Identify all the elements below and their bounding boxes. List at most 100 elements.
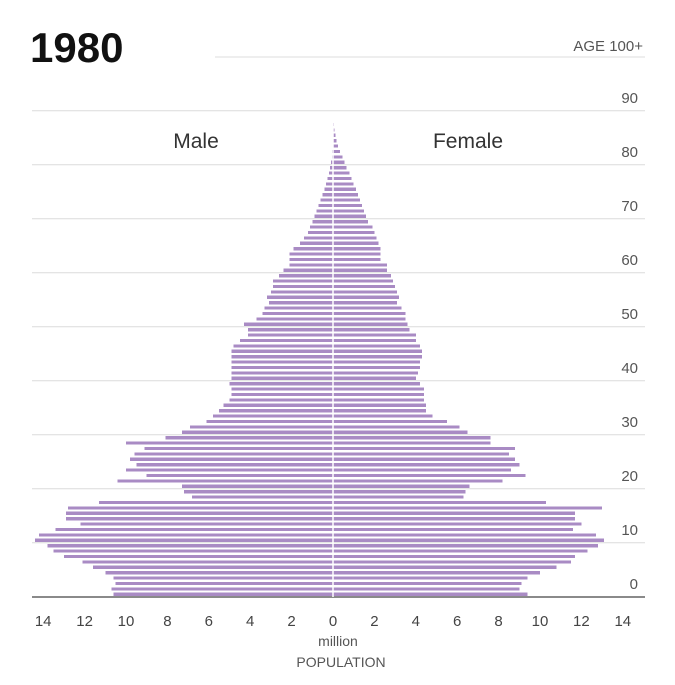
female-bar (333, 560, 572, 564)
female-bar (333, 284, 396, 289)
male-bar (229, 382, 333, 386)
male-bar (47, 544, 334, 548)
male-bar (80, 522, 334, 526)
female-bar (333, 176, 352, 181)
male-bar (270, 290, 333, 294)
female-bar (333, 155, 343, 159)
age-tick-label: 90 (621, 90, 638, 107)
male-bar (181, 484, 333, 488)
female-bar (333, 338, 416, 343)
male-bar (190, 425, 333, 429)
female-bar (333, 517, 576, 521)
age-tick-label: 0 (630, 576, 638, 593)
age-tick-label: 50 (621, 306, 638, 323)
female-bar (333, 398, 425, 402)
male-bar (272, 279, 333, 283)
male-bar (327, 176, 333, 181)
female-bar (333, 365, 420, 370)
female-bar (333, 209, 365, 213)
male-bar (165, 436, 333, 440)
female-bar (333, 279, 394, 283)
female-bar (333, 382, 420, 386)
female-bar (333, 360, 420, 364)
female-bar (333, 565, 557, 569)
male-label: Male (173, 130, 219, 153)
female-bar (333, 355, 423, 359)
female-bar (333, 166, 347, 170)
female-bar (333, 149, 341, 154)
gridlines (32, 56, 645, 544)
female-bar (333, 139, 337, 143)
male-bar (324, 187, 333, 191)
female-bar (333, 409, 427, 413)
male-bar (318, 203, 333, 208)
male-bar (326, 182, 333, 186)
female-bar (333, 301, 398, 305)
x-tick-label: 4 (246, 613, 254, 630)
male-bar (231, 392, 333, 397)
male-bar (322, 193, 333, 197)
x-tick-label: 8 (163, 613, 171, 630)
female-bar (333, 371, 418, 375)
male-bar (206, 419, 333, 424)
male-bar (239, 338, 333, 343)
male-bar (223, 403, 333, 407)
male-bar (134, 452, 333, 456)
male-bar (266, 295, 333, 299)
female-bar (333, 511, 576, 515)
female-bar (333, 214, 367, 218)
male-bar (262, 311, 333, 316)
female-bar (333, 252, 381, 256)
male-bar (92, 565, 333, 569)
female-bar (333, 441, 491, 445)
male-bar (330, 160, 333, 164)
female-bar (333, 549, 588, 553)
x-tick-label: 8 (494, 613, 502, 630)
male-bar (39, 533, 334, 537)
female-bar (333, 290, 398, 294)
x-tick-label: 4 (412, 613, 420, 630)
female-bar (333, 160, 345, 164)
bars-group (34, 101, 605, 596)
female-bar (333, 446, 516, 451)
female-bar (333, 533, 596, 537)
female-bar (333, 268, 387, 272)
male-bar (329, 166, 333, 170)
male-bar (181, 430, 333, 434)
male-bar (231, 387, 333, 391)
male-bar (219, 409, 333, 413)
female-bar (333, 430, 468, 434)
male-bar (233, 344, 333, 348)
age-tick-label: 60 (621, 252, 638, 269)
female-bar (333, 414, 433, 418)
male-bar (146, 473, 333, 478)
female-bar (333, 392, 425, 397)
male-bar (68, 506, 333, 510)
male-bar (289, 257, 333, 262)
male-bar (212, 414, 333, 418)
male-bar (248, 333, 333, 337)
x-axis-ticks: 14 12 10 8 6 4 2 0 2 4 6 8 10 12 14 (35, 613, 631, 630)
female-bar (333, 230, 375, 235)
male-bar (63, 554, 334, 559)
female-bar (333, 328, 410, 332)
female-bar (333, 436, 491, 440)
male-bar (308, 230, 333, 235)
female-bar (333, 317, 406, 321)
x-tick-label: 10 (118, 613, 135, 630)
male-bar (53, 549, 334, 553)
x-tick-label: 2 (287, 613, 295, 630)
age-top-label: AGE 100+ (573, 38, 643, 55)
female-bar (333, 247, 381, 251)
female-bar (333, 403, 427, 407)
male-bar (65, 517, 333, 521)
male-bar (111, 587, 333, 591)
male-bar (299, 241, 333, 245)
male-bar (268, 301, 333, 305)
age-tick-label: 30 (621, 414, 638, 431)
age-axis-ticks: 0 10 20 30 40 50 60 70 80 90 (621, 90, 638, 593)
male-bar (231, 365, 333, 370)
x-tick-label: 6 (205, 613, 213, 630)
male-bar (289, 263, 333, 267)
female-bar (333, 333, 416, 337)
